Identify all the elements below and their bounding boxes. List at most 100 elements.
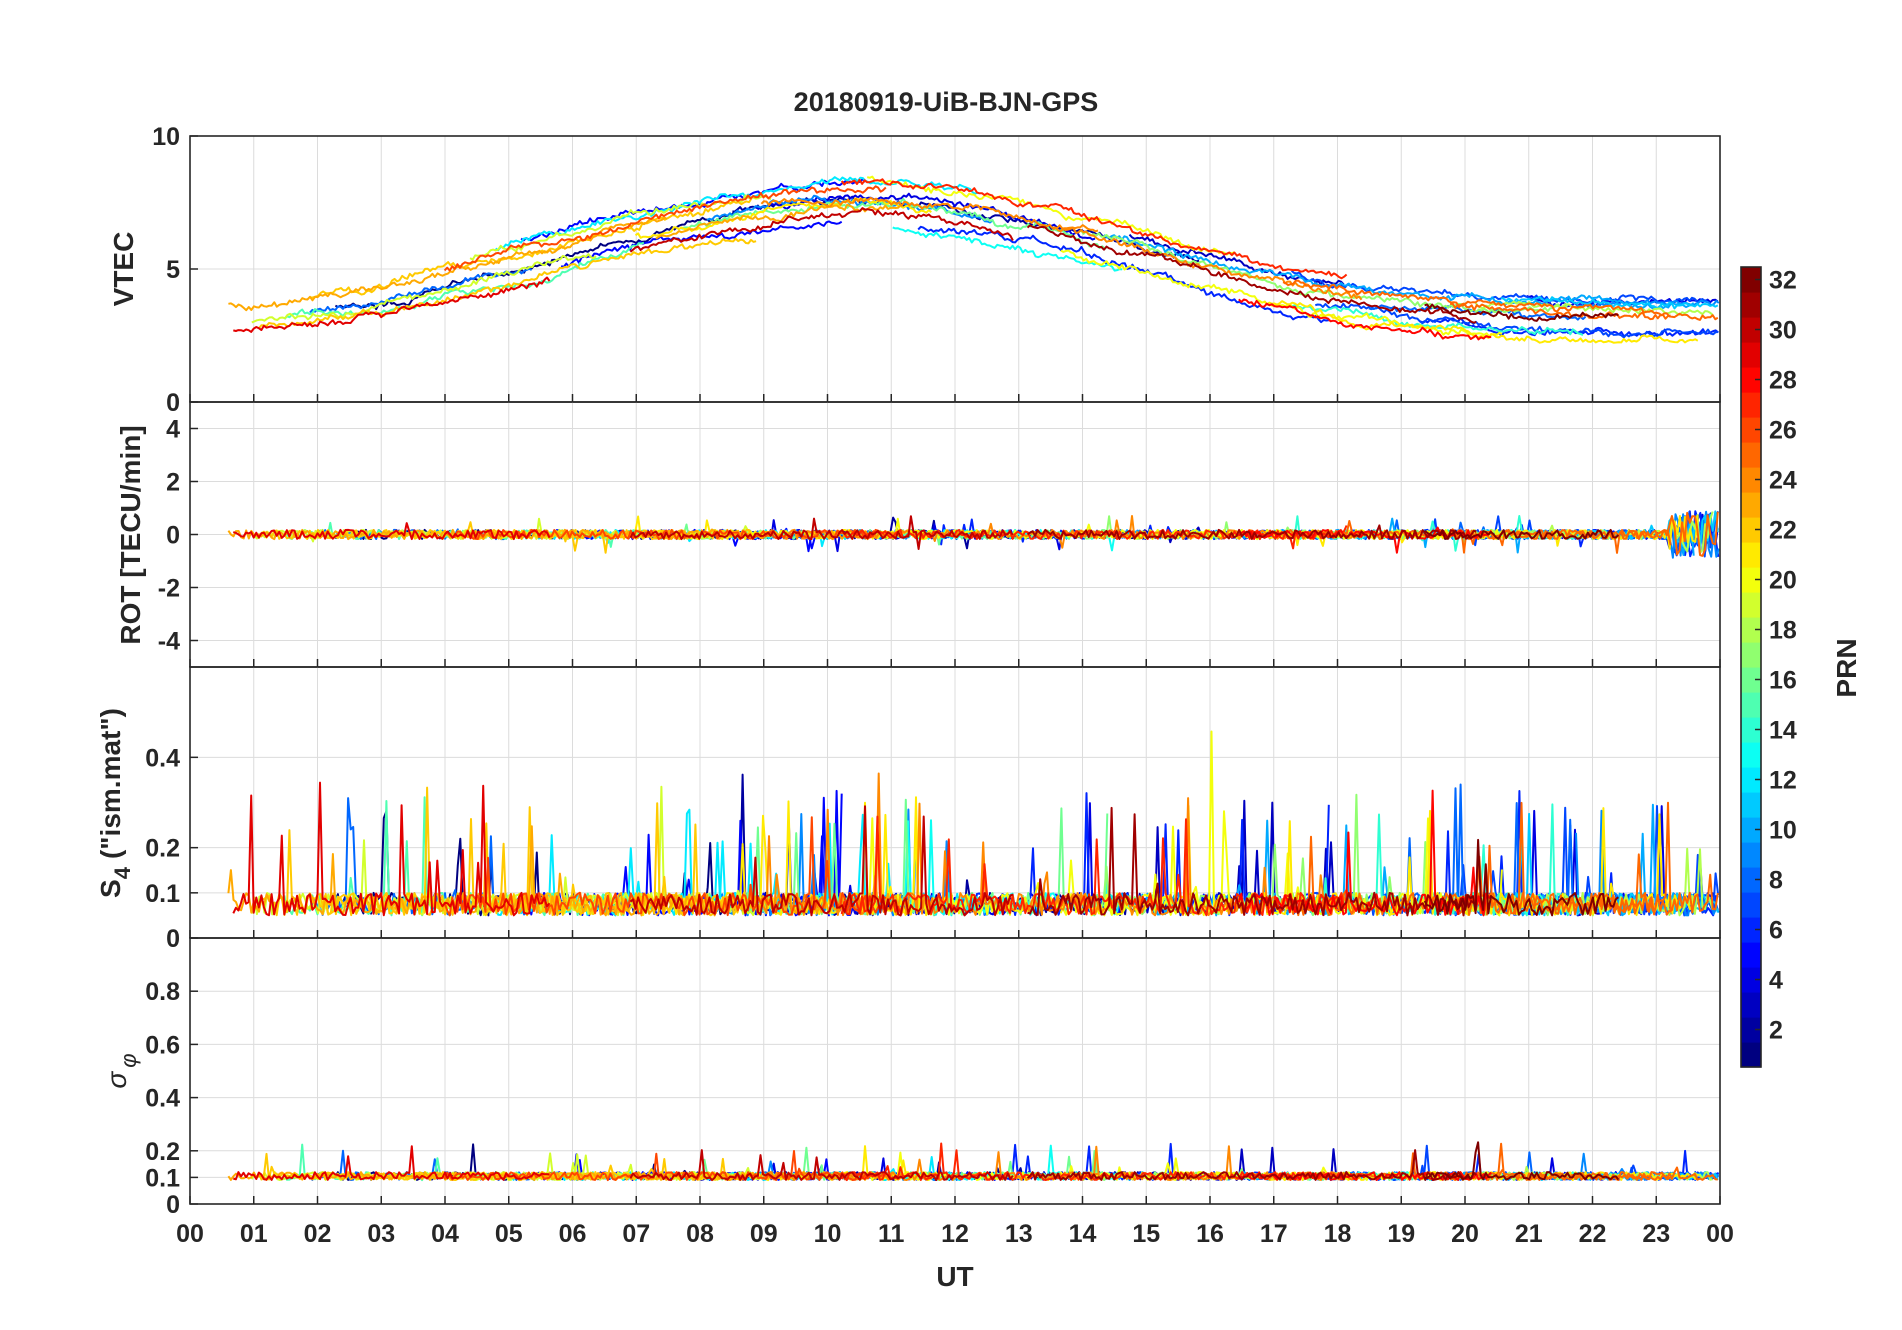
colorbar-cell xyxy=(1741,992,1761,1018)
prn-series-line xyxy=(232,781,551,917)
x-tick-label: 20 xyxy=(1451,1220,1479,1248)
colorbar-cell xyxy=(1741,267,1761,293)
prn-series-line xyxy=(1315,302,1719,339)
colorbar-tick-label: 8 xyxy=(1769,867,1783,895)
colorbar-tick-label: 14 xyxy=(1769,717,1797,745)
prn-series-line xyxy=(1026,1149,1477,1181)
colorbar-cell xyxy=(1741,767,1761,793)
colorbar-cell xyxy=(1741,817,1761,843)
colorbar-cell xyxy=(1741,392,1761,418)
prn-series-line xyxy=(1423,528,1620,540)
prn-series-line xyxy=(1419,317,1719,338)
prn-series-line xyxy=(1500,295,1719,310)
x-tick-label: 21 xyxy=(1515,1220,1543,1248)
x-tick-label: 17 xyxy=(1260,1220,1288,1248)
x-tick-label: 10 xyxy=(814,1220,842,1248)
prn-series-line xyxy=(1474,300,1714,316)
x-tick-label: 11 xyxy=(878,1220,905,1248)
x-tick-label: 12 xyxy=(941,1220,969,1248)
y-tick-label: 0.1 xyxy=(145,1164,180,1192)
prn-series-line xyxy=(258,237,757,330)
colorbar-cell xyxy=(1741,567,1761,593)
prn-series-line xyxy=(760,196,1099,233)
prn-series-line xyxy=(1449,299,1719,321)
vtec-ylabel: VTEC xyxy=(108,232,139,307)
prn-series-line xyxy=(443,1150,887,1182)
x-tick-label: 00 xyxy=(176,1220,204,1248)
colorbar-tick-label: 24 xyxy=(1769,467,1797,495)
prn-series-line xyxy=(251,253,597,324)
colorbar-cell xyxy=(1741,717,1761,743)
y-tick-label: 0.2 xyxy=(145,835,180,863)
prn-series-line xyxy=(892,226,1123,272)
colorbar-tick-label: 18 xyxy=(1769,617,1797,645)
prn-series-line xyxy=(1290,270,1708,307)
colorbar-cell xyxy=(1741,442,1761,468)
x-tick-label: 15 xyxy=(1132,1220,1160,1248)
prn-series-line xyxy=(233,522,551,541)
colorbar-cell xyxy=(1741,892,1761,918)
colorbar-cell xyxy=(1741,692,1761,718)
colorbar-cell xyxy=(1741,492,1761,518)
x-tick-label: 16 xyxy=(1196,1220,1224,1248)
colorbar-cell xyxy=(1741,292,1761,318)
colorbar-tick-label: 28 xyxy=(1769,367,1797,395)
colorbar-cell xyxy=(1741,517,1761,543)
colorbar-cell xyxy=(1741,1042,1761,1068)
x-tick-label: 05 xyxy=(495,1220,523,1248)
colorbar-tick-label: 2 xyxy=(1769,1017,1783,1045)
y-tick-label: -4 xyxy=(158,628,180,656)
y-tick-label: 0.4 xyxy=(145,1085,180,1113)
colorbar-tick-label: 32 xyxy=(1769,267,1797,295)
colorbar-tick-label: 22 xyxy=(1769,517,1797,545)
y-tick-label: 0.8 xyxy=(145,978,180,1006)
colorbar-cell xyxy=(1741,467,1761,493)
prn-series-line xyxy=(233,276,551,333)
prn-series-line xyxy=(629,515,1014,550)
x-tick-label: 07 xyxy=(622,1220,650,1248)
s4-ylabel: S4("ism.mat") xyxy=(95,708,135,898)
rot-ylabel: ROT [TECU/min] xyxy=(115,425,146,644)
colorbar-tick-label: 30 xyxy=(1769,317,1797,345)
colorbar-cell xyxy=(1741,342,1761,368)
x-tick-label: 13 xyxy=(1005,1220,1033,1248)
colorbar-cell xyxy=(1741,792,1761,818)
colorbar-cell xyxy=(1741,542,1761,568)
colorbar-cell xyxy=(1741,917,1761,943)
prn-series-line xyxy=(1423,838,1620,917)
y-tick-label: 0 xyxy=(166,925,180,953)
colorbar-cell xyxy=(1741,867,1761,893)
y-tick-label: -2 xyxy=(158,575,180,603)
colorbar-tick-label: 16 xyxy=(1769,667,1797,695)
y-tick-label: 4 xyxy=(166,416,180,444)
y-tick-label: 0.6 xyxy=(145,1031,180,1059)
colorbar-cell xyxy=(1741,842,1761,868)
prn-series-line xyxy=(228,216,668,312)
colorbar-cell xyxy=(1741,967,1761,993)
colorbar-cell xyxy=(1741,417,1761,443)
prn-series-line xyxy=(1026,224,1477,324)
x-tick-label: 01 xyxy=(240,1220,268,1248)
x-axis-ticks: 00 01 02 03 04 05 06 07 08 09 10 11 12 13 14 15 16 17 18 19… xyxy=(176,394,1734,1248)
x-tick-label: 00 xyxy=(1706,1220,1734,1248)
prn-series-line xyxy=(334,211,739,311)
y-tick-label: 5 xyxy=(166,256,180,284)
colorbar-cell xyxy=(1741,642,1761,668)
y-tick-label: 0.1 xyxy=(145,880,180,908)
y-tick-label: 0 xyxy=(166,1191,180,1219)
y-tick-label: 0.2 xyxy=(145,1138,180,1166)
prn-series-line xyxy=(629,805,1014,917)
colorbar-cell xyxy=(1741,942,1761,968)
prn-series-line xyxy=(629,207,1014,253)
prn-series-line xyxy=(629,1149,1014,1182)
x-tick-label: 19 xyxy=(1387,1220,1415,1248)
colorbar-tick-label: 20 xyxy=(1769,567,1797,595)
prn-series-line xyxy=(1282,279,1671,321)
rot-panel: -4 -2 0 2 4 ROT [TECU/min] xyxy=(115,401,1721,668)
colorbar-tick-label: 6 xyxy=(1769,917,1783,945)
colorbar-tick-label: 12 xyxy=(1769,767,1797,795)
prn-series-line xyxy=(840,178,1348,280)
x-tick-label: 03 xyxy=(367,1220,395,1248)
